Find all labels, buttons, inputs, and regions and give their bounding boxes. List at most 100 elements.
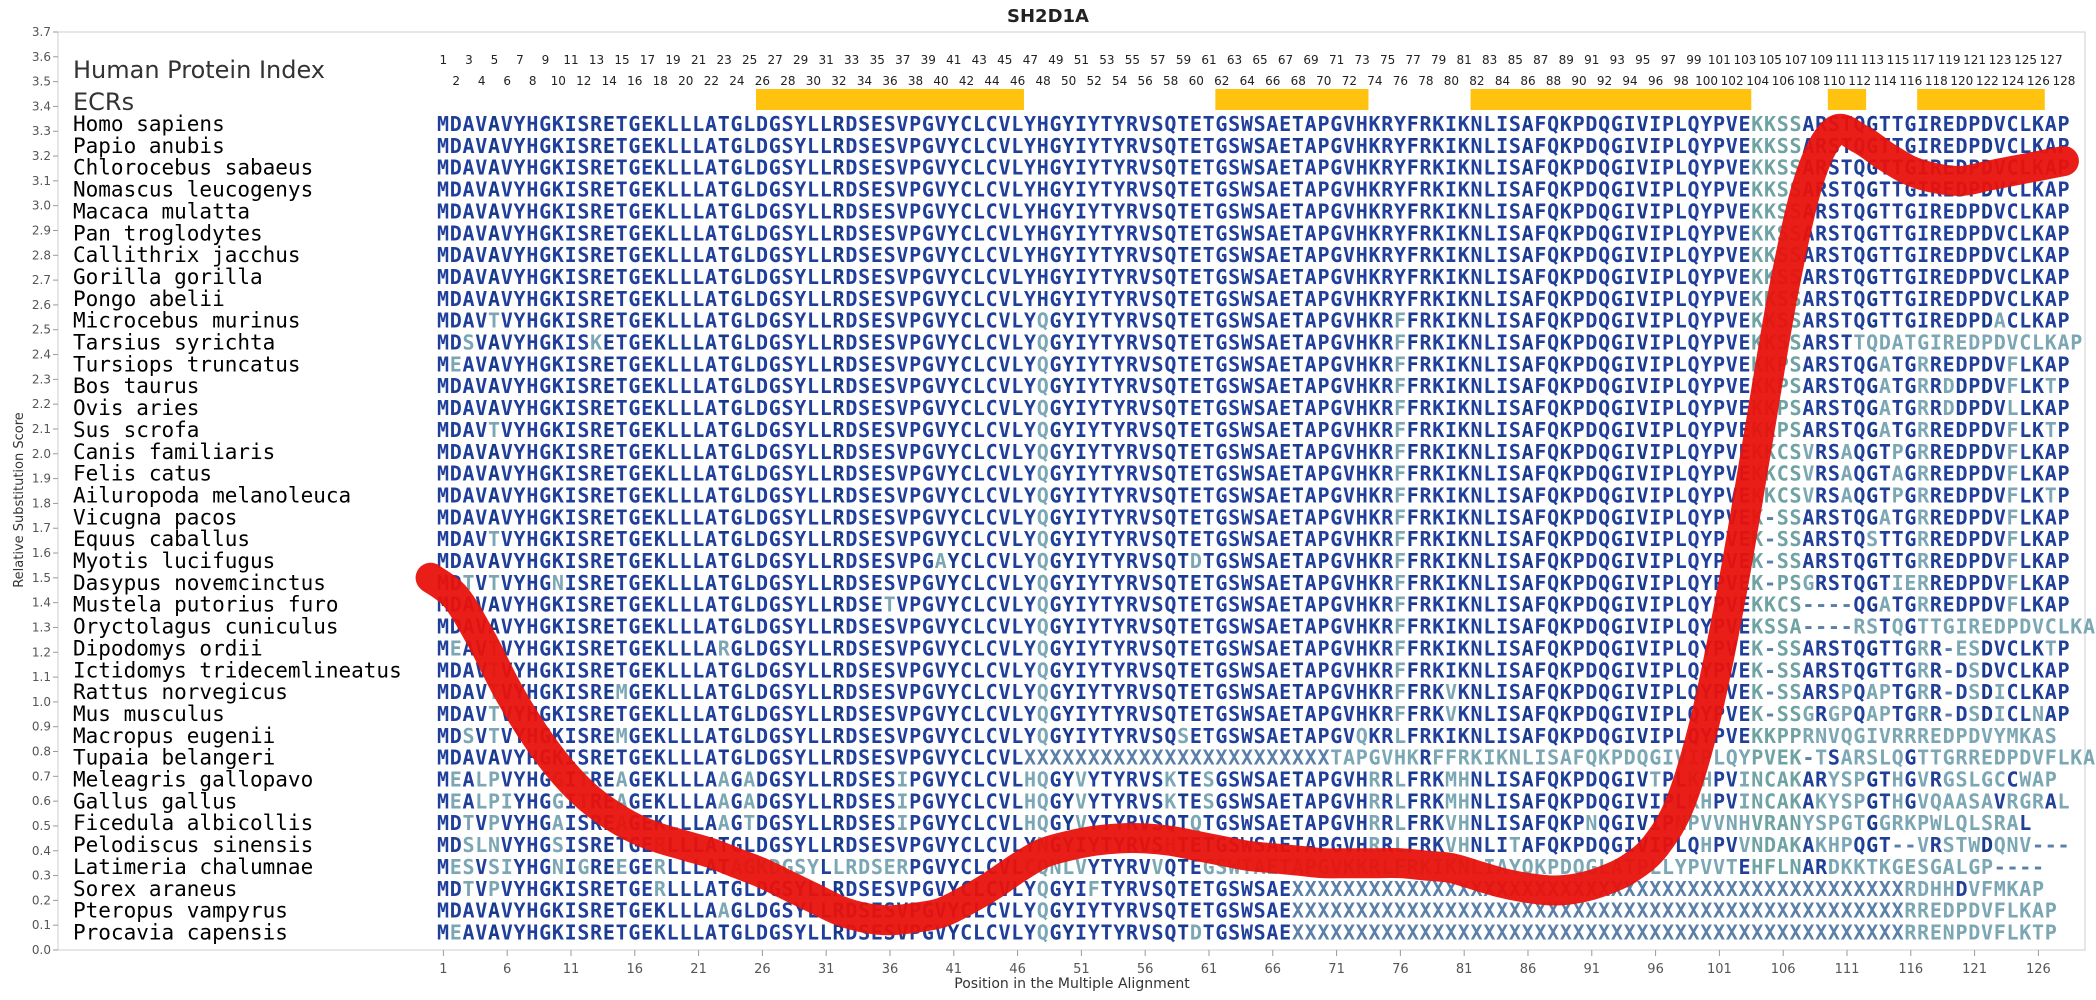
residue: C <box>986 352 998 376</box>
residue: L <box>807 680 819 704</box>
residue: E <box>871 199 883 223</box>
residue: I <box>565 156 577 180</box>
residue: M <box>437 680 449 704</box>
residue: S <box>1254 811 1266 835</box>
residue: G <box>730 374 742 398</box>
residue: P <box>488 789 500 813</box>
residue: K <box>1560 374 1572 398</box>
residue: I <box>565 221 577 245</box>
residue: V <box>501 440 513 464</box>
residue: T <box>616 483 628 507</box>
residue: V <box>501 331 513 355</box>
residue: T <box>1101 221 1113 245</box>
residue: H <box>1356 658 1368 682</box>
position-index-label: 34 <box>857 74 872 88</box>
residue: V <box>1381 746 1393 770</box>
residue: M <box>437 199 449 223</box>
residue: R <box>1930 549 1943 573</box>
residue: A <box>705 396 717 420</box>
residue: Y <box>1062 396 1074 420</box>
residue: S <box>858 505 870 529</box>
residue: H <box>526 658 538 682</box>
residue: T <box>616 221 628 245</box>
residue: S <box>782 462 794 486</box>
residue: Q <box>1547 593 1559 617</box>
residue: K <box>654 899 666 923</box>
residue: V <box>1968 877 1980 901</box>
residue: E <box>1190 593 1202 617</box>
residue: H <box>1356 680 1368 704</box>
residue: L <box>1675 527 1687 551</box>
residue: V <box>998 527 1010 551</box>
residue: T <box>1101 789 1113 813</box>
residue: I <box>1917 199 1929 223</box>
residue: I <box>1624 615 1636 639</box>
residue: E <box>1904 855 1916 879</box>
residue: T <box>1892 287 1904 311</box>
residue: N <box>1471 309 1483 333</box>
residue: Y <box>1113 724 1125 748</box>
sequence-row: MDAVTVYHGKISRETGEKLLLATGLDGSYLLRDSESVPGV… <box>437 702 2070 726</box>
y-tick-label: 1.0 <box>32 695 51 709</box>
residue: H <box>1356 549 1368 573</box>
residue: V <box>501 746 513 770</box>
residue: P <box>1573 462 1585 486</box>
residue: A <box>2045 221 2057 245</box>
residue: Q <box>1037 789 1049 813</box>
residue: P <box>2058 309 2070 333</box>
residue: K <box>654 418 666 442</box>
residue: H <box>1037 178 1049 202</box>
residue: G <box>628 331 640 355</box>
residue: V <box>501 134 513 158</box>
residue: I <box>1496 768 1508 792</box>
residue: G <box>1611 396 1623 420</box>
residue: S <box>1509 462 1521 486</box>
residue: S <box>1790 418 1802 442</box>
residue: K <box>1458 680 1470 704</box>
residue: A <box>705 877 717 901</box>
residue: I <box>1445 462 1457 486</box>
residue: K <box>1458 287 1470 311</box>
sequence-row: MDAVAVYHGKISRETGEKLLLATGLDGSYLLRDSESVPGV… <box>437 615 2096 639</box>
residue: A <box>1522 724 1534 748</box>
residue: L <box>1011 680 1023 704</box>
residue: K <box>1432 243 1444 267</box>
residue: E <box>1190 221 1202 245</box>
position-index-label: 23 <box>716 53 731 67</box>
residue: G <box>769 724 781 748</box>
residue: C <box>960 855 972 879</box>
residue: W <box>1241 178 1254 202</box>
residue: R <box>1381 265 1394 289</box>
residue: X <box>1866 877 1878 901</box>
residue: L <box>1011 899 1023 923</box>
residue: A <box>705 571 717 595</box>
residue: G <box>1049 462 1061 486</box>
position-index-label: 89 <box>1559 53 1574 67</box>
residue: H <box>526 374 538 398</box>
residue: I <box>1624 134 1636 158</box>
residue: Q <box>1598 571 1610 595</box>
residue: C <box>960 593 972 617</box>
residue: X <box>1675 877 1687 901</box>
residue: C <box>1764 789 1776 813</box>
residue: Q <box>1164 680 1176 704</box>
position-index-label: 76 <box>1393 74 1408 88</box>
residue: E <box>641 352 653 376</box>
residue: C <box>986 287 998 311</box>
residue: L <box>1483 724 1495 748</box>
residue: L <box>692 636 704 660</box>
residue: R <box>1917 396 1930 420</box>
residue: G <box>1215 462 1227 486</box>
residue: I <box>1445 374 1457 398</box>
residue: C <box>960 265 972 289</box>
residue: R <box>1815 571 1828 595</box>
residue: S <box>1254 680 1266 704</box>
residue: T <box>616 440 628 464</box>
residue: E <box>1279 352 1291 376</box>
residue: D <box>450 702 462 726</box>
residue: V <box>1139 199 1151 223</box>
position-index-label: 88 <box>1546 74 1561 88</box>
residue: S <box>858 746 870 770</box>
residue: V <box>1139 396 1151 420</box>
residue: X <box>1726 877 1738 901</box>
